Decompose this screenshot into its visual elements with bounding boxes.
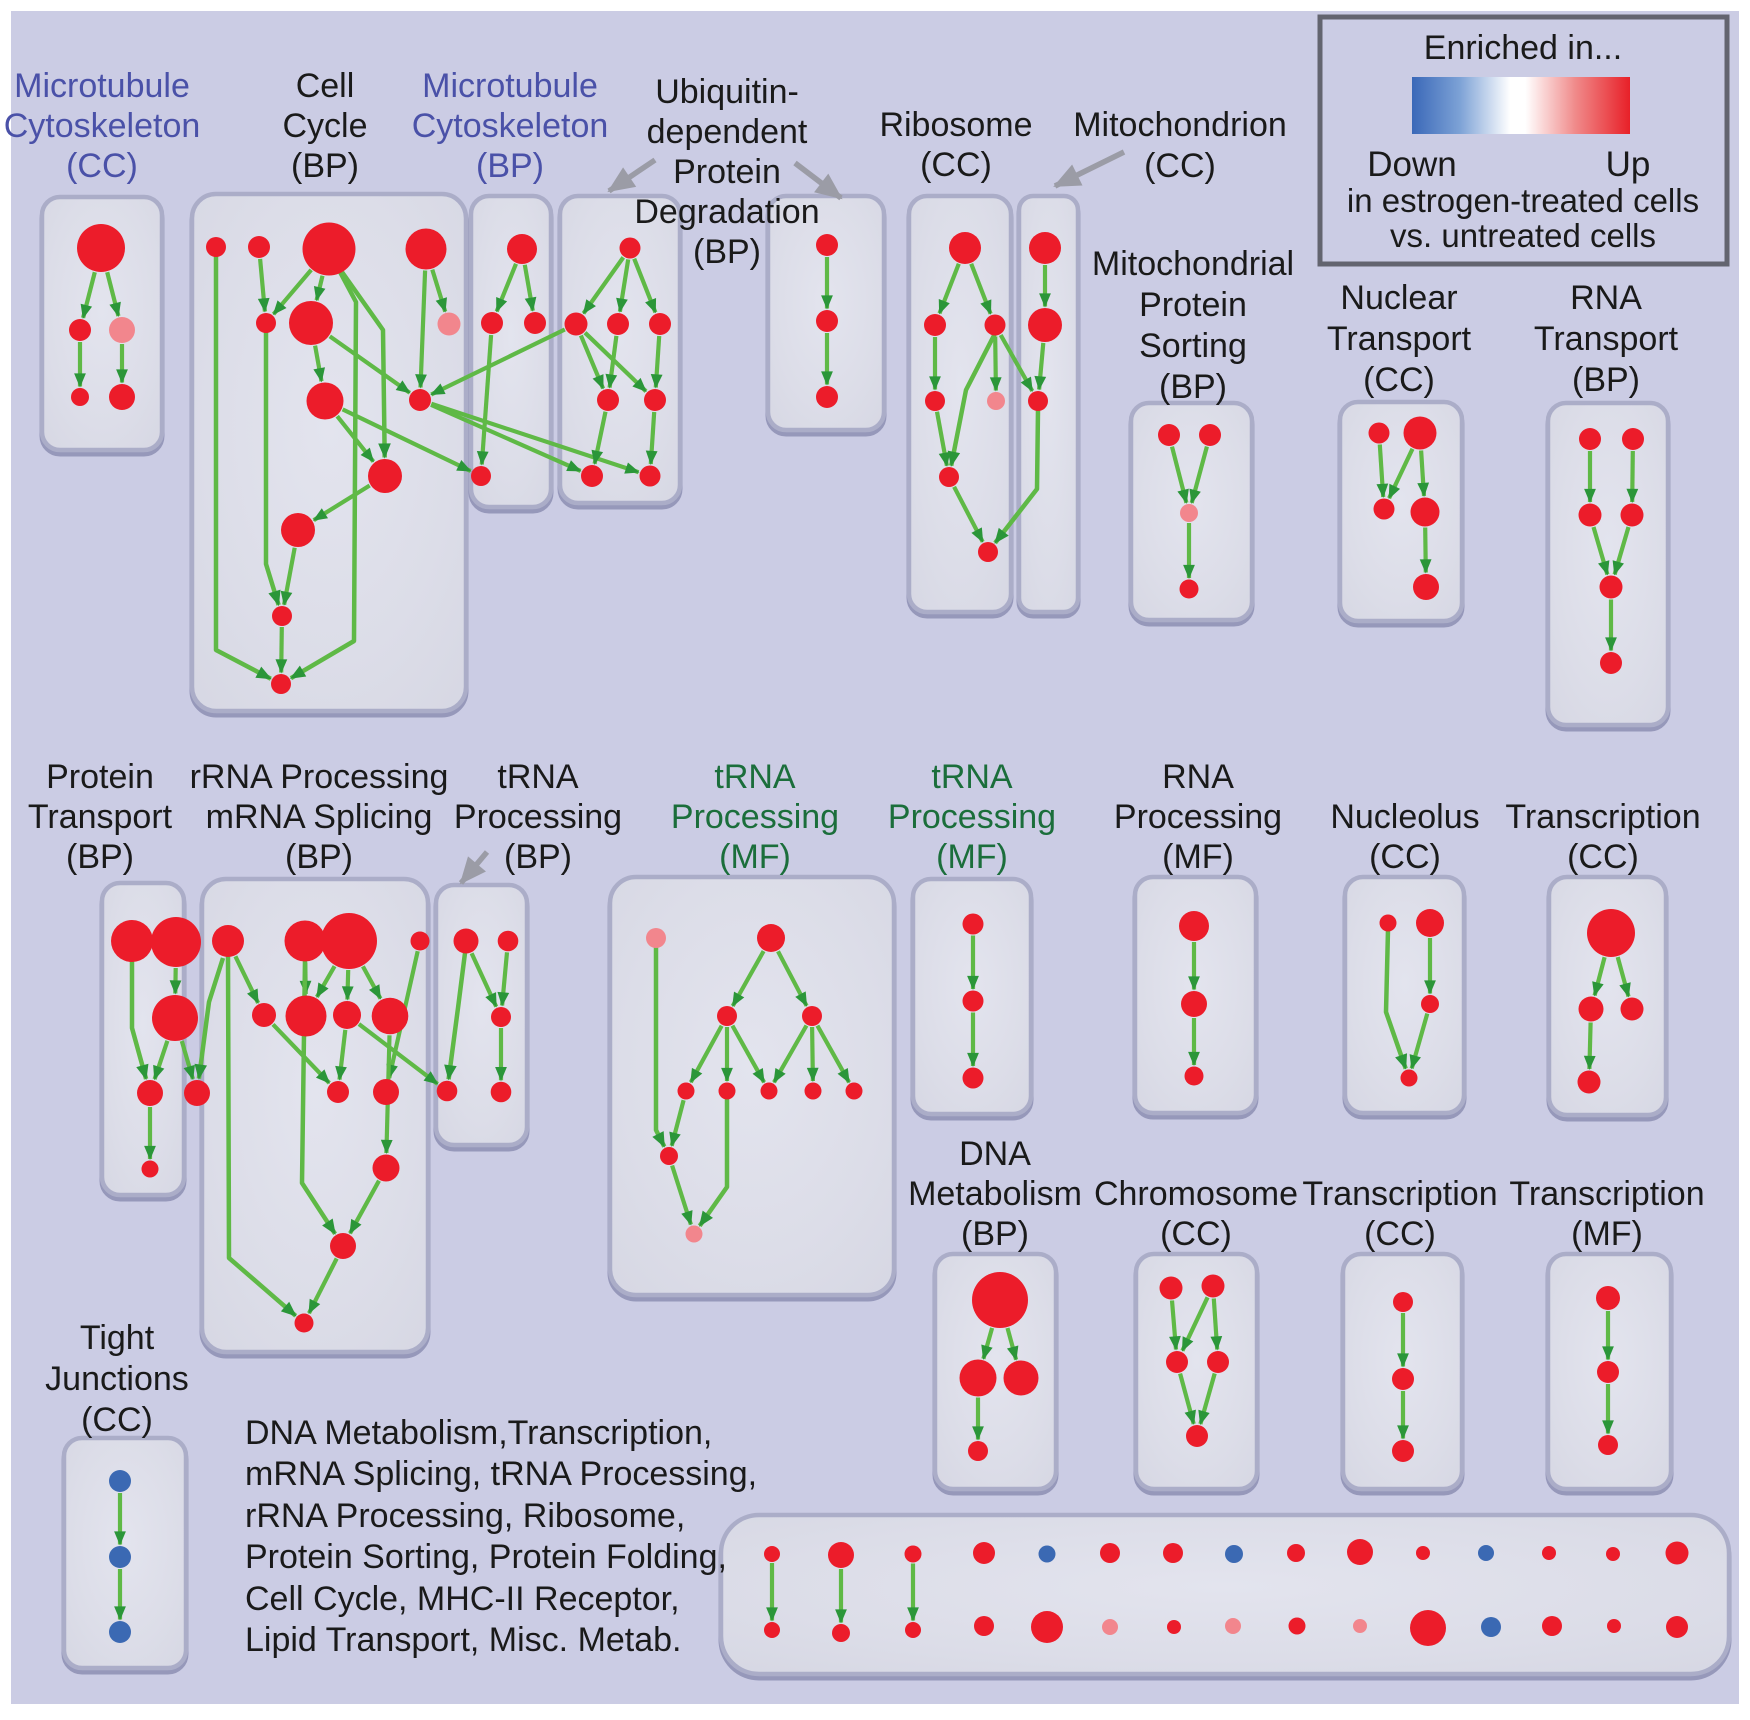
svg-text:Protein: Protein <box>673 153 781 191</box>
svg-text:tRNA: tRNA <box>931 758 1013 796</box>
svg-text:Mitochondrial: Mitochondrial <box>1092 245 1294 283</box>
svg-text:(BP): (BP) <box>693 233 761 271</box>
svg-text:Protein: Protein <box>46 758 154 796</box>
svg-text:(CC): (CC) <box>920 146 992 184</box>
svg-text:vs. untreated cells: vs. untreated cells <box>1390 217 1656 254</box>
svg-text:(MF): (MF) <box>719 838 791 876</box>
svg-text:(BP): (BP) <box>1159 368 1227 406</box>
svg-text:Cytoskeleton: Cytoskeleton <box>4 107 201 145</box>
svg-text:Degradation: Degradation <box>634 193 819 231</box>
svg-text:Metabolism: Metabolism <box>908 1175 1082 1213</box>
svg-text:(CC): (CC) <box>1567 838 1639 876</box>
svg-text:Chromosome: Chromosome <box>1094 1175 1298 1213</box>
svg-text:rRNA Processing: rRNA Processing <box>190 758 449 796</box>
svg-text:(BP): (BP) <box>291 147 359 185</box>
svg-text:RNA: RNA <box>1162 758 1234 796</box>
svg-text:(MF): (MF) <box>1162 838 1234 876</box>
svg-text:tRNA: tRNA <box>497 758 579 796</box>
svg-text:Cytoskeleton: Cytoskeleton <box>412 107 609 145</box>
svg-text:Transport: Transport <box>1327 320 1472 358</box>
svg-text:mRNA Splicing: mRNA Splicing <box>206 798 433 836</box>
svg-text:Cell: Cell <box>296 67 355 105</box>
svg-text:(MF): (MF) <box>1571 1215 1643 1253</box>
svg-text:mRNA Splicing, tRNA Processing: mRNA Splicing, tRNA Processing, <box>245 1455 757 1493</box>
svg-text:Processing: Processing <box>1114 798 1282 836</box>
svg-text:(CC): (CC) <box>1364 1215 1436 1253</box>
svg-text:Microtubule: Microtubule <box>14 67 190 105</box>
svg-text:Transcription: Transcription <box>1505 798 1700 836</box>
svg-text:(MF): (MF) <box>936 838 1008 876</box>
svg-text:Nucleolus: Nucleolus <box>1330 798 1479 836</box>
svg-text:Cell Cycle, MHC-II Receptor,: Cell Cycle, MHC-II Receptor, <box>245 1580 680 1618</box>
svg-text:Cycle: Cycle <box>282 107 367 145</box>
svg-text:Nuclear: Nuclear <box>1340 279 1457 317</box>
svg-text:Transport: Transport <box>1534 320 1679 358</box>
svg-text:DNA: DNA <box>959 1135 1031 1173</box>
svg-text:Junctions: Junctions <box>45 1360 189 1398</box>
svg-text:(CC): (CC) <box>66 147 138 185</box>
svg-text:Ribosome: Ribosome <box>879 106 1032 144</box>
svg-text:Transcription: Transcription <box>1509 1175 1704 1213</box>
svg-text:(CC): (CC) <box>1369 838 1441 876</box>
svg-text:(BP): (BP) <box>961 1215 1029 1253</box>
svg-text:Up: Up <box>1606 145 1651 184</box>
svg-text:Processing: Processing <box>671 798 839 836</box>
svg-text:in estrogen-treated cells: in estrogen-treated cells <box>1347 182 1699 219</box>
svg-text:Down: Down <box>1367 145 1456 184</box>
svg-text:RNA: RNA <box>1570 279 1642 317</box>
svg-text:(BP): (BP) <box>285 838 353 876</box>
svg-text:Tight: Tight <box>80 1319 155 1357</box>
svg-text:(CC): (CC) <box>1363 361 1435 399</box>
svg-text:Processing: Processing <box>454 798 622 836</box>
svg-text:DNA Metabolism,Transcription,: DNA Metabolism,Transcription, <box>245 1414 712 1452</box>
svg-text:(CC): (CC) <box>81 1401 153 1439</box>
svg-text:Transcription: Transcription <box>1302 1175 1497 1213</box>
svg-text:Protein: Protein <box>1139 286 1247 324</box>
svg-text:dependent: dependent <box>647 113 808 151</box>
svg-text:Enriched in...: Enriched in... <box>1424 29 1622 67</box>
svg-text:(BP): (BP) <box>66 838 134 876</box>
svg-text:Ubiquitin-: Ubiquitin- <box>655 73 799 111</box>
svg-text:(CC): (CC) <box>1144 147 1216 185</box>
svg-text:Protein Sorting, Protein Foldi: Protein Sorting, Protein Folding, <box>245 1538 727 1576</box>
svg-text:Lipid Transport, Misc. Metab.: Lipid Transport, Misc. Metab. <box>245 1621 682 1659</box>
svg-text:Mitochondrion: Mitochondrion <box>1073 106 1287 144</box>
svg-text:(CC): (CC) <box>1160 1215 1232 1253</box>
svg-text:Sorting: Sorting <box>1139 327 1247 365</box>
svg-text:(BP): (BP) <box>1572 361 1640 399</box>
svg-text:(BP): (BP) <box>504 838 572 876</box>
svg-text:(BP): (BP) <box>476 147 544 185</box>
svg-text:Processing: Processing <box>888 798 1056 836</box>
svg-text:rRNA Processing, Ribosome,: rRNA Processing, Ribosome, <box>245 1497 685 1535</box>
svg-text:tRNA: tRNA <box>714 758 796 796</box>
svg-text:Transport: Transport <box>28 798 173 836</box>
svg-text:Microtubule: Microtubule <box>422 67 598 105</box>
